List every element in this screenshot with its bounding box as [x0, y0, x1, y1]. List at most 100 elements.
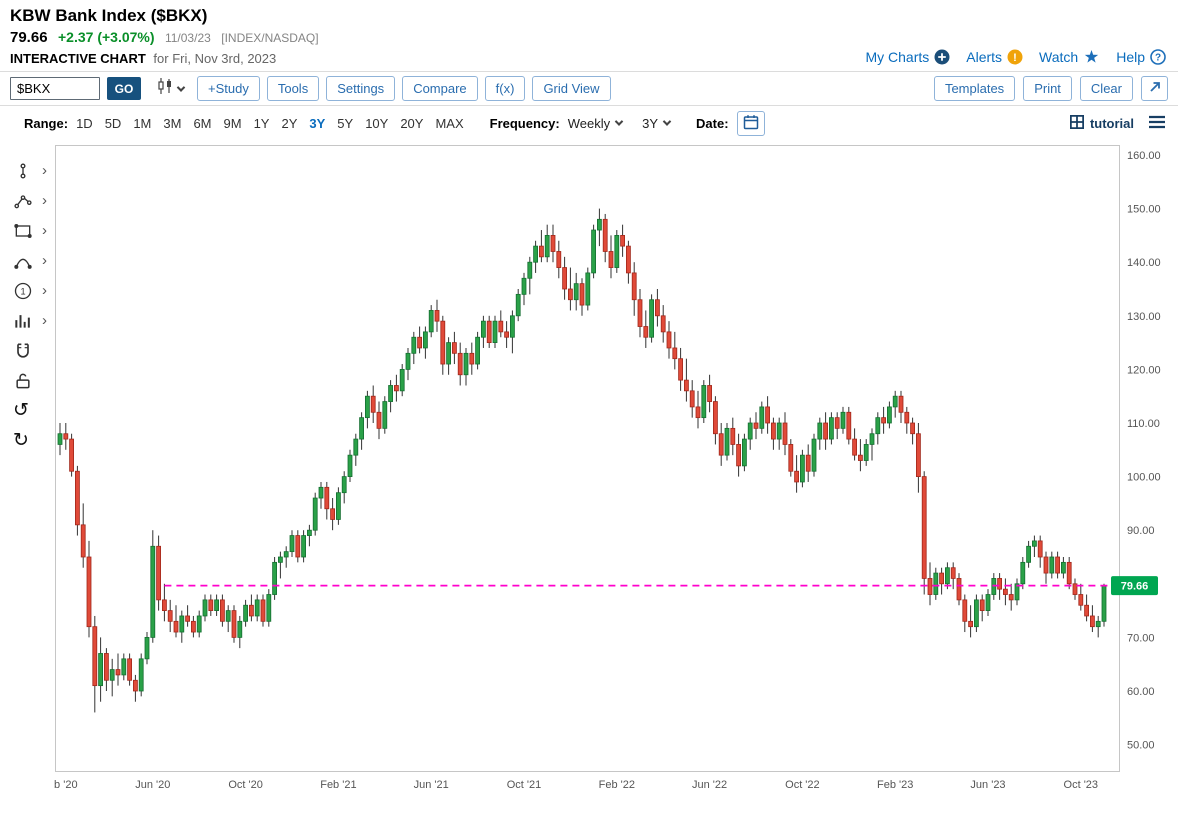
header-link-my-charts[interactable]: My Charts [865, 49, 950, 65]
chart-type-select[interactable] [156, 77, 186, 100]
range-option-9m[interactable]: 9M [223, 115, 242, 131]
plot-frame [55, 145, 1120, 772]
tutorial-label: tutorial [1089, 115, 1134, 131]
calendar-button[interactable] [736, 110, 765, 136]
line-studies-icon [13, 191, 33, 211]
y-tick-label: 60.00 [1127, 686, 1155, 698]
y-tick-label: 120.00 [1127, 364, 1161, 376]
y-tick-label: 140.00 [1127, 257, 1161, 269]
toolbar-button-f-x[interactable]: f(x) [484, 76, 526, 101]
shapes-icon [13, 221, 33, 241]
svg-text:?: ? [1155, 53, 1161, 64]
menu-button[interactable] [1148, 115, 1166, 132]
toolbar-button-templates[interactable]: Templates [933, 76, 1016, 101]
range-options: 1D 5D 1M 3M 6M 9M 1Y 2Y 3Y 5Y 10Y 20Y MAX [76, 116, 464, 131]
x-tick-label: Feb '22 [599, 779, 635, 791]
tool-numbered-notes[interactable]: 1 › [6, 276, 50, 306]
x-tick-label: Oct '21 [507, 779, 542, 791]
header-link-label: My Charts [865, 49, 930, 65]
header-link-watch[interactable]: Watch [1039, 49, 1100, 65]
frequency-select[interactable]: Weekly [567, 115, 624, 131]
tool-undo[interactable]: ↺ [6, 396, 50, 426]
header-link-label: Alerts [966, 49, 1003, 65]
last-price: 79.66 [10, 29, 48, 46]
symbol-input[interactable] [10, 77, 100, 100]
quote-row: 79.66 +2.37 (+3.07%) 11/03/23 [INDEX/NAS… [10, 29, 319, 47]
toolbar-button-study[interactable]: +Study [197, 76, 260, 101]
magnet-icon [13, 341, 33, 361]
header-link-help[interactable]: Help? [1116, 49, 1166, 65]
tool-redo[interactable]: ↻ [6, 426, 50, 456]
chart-caption: INTERACTIVE CHART for Fri, Nov 3rd, 2023 [10, 51, 276, 66]
range-option-5y[interactable]: 5Y [337, 115, 354, 131]
x-tick-label: Feb '21 [320, 779, 356, 791]
y-tick-label: 90.00 [1127, 525, 1155, 537]
header-link-label: Help [1116, 49, 1145, 65]
toolbar-button-compare[interactable]: Compare [402, 76, 478, 101]
range-option-3y[interactable]: 3Y [309, 115, 326, 131]
range-option-1m[interactable]: 1M [133, 115, 152, 131]
toolbar-right-buttons: Templates Print Clear [933, 76, 1133, 101]
chevron-down-icon [662, 117, 672, 126]
tool-unlock[interactable] [6, 366, 50, 396]
range-option-5d[interactable]: 5D [104, 115, 122, 131]
calendar-icon [743, 114, 759, 133]
popout-button[interactable] [1141, 76, 1168, 101]
range-option-10y[interactable]: 10Y [365, 115, 389, 131]
plus-circle-icon [934, 49, 950, 65]
arcs-icon [13, 251, 33, 271]
grid-icon [1069, 114, 1084, 132]
svg-text:79.66: 79.66 [1121, 581, 1149, 593]
chart-area: › › › › 1 › › ↺ ↻ 160.00 150.00 140.00 130.00 120.00… [0, 140, 1178, 818]
toolbar-button-settings[interactable]: Settings [326, 76, 396, 101]
toolbar-button-print[interactable]: Print [1023, 76, 1072, 101]
toolbar-button-tools[interactable]: Tools [266, 76, 320, 101]
range-option-6m[interactable]: 6M [193, 115, 212, 131]
y-axis-labels: 160.00 150.00 140.00 130.00 120.00 110.00 100.… [1127, 150, 1161, 752]
range-option-20y[interactable]: 20Y [400, 115, 424, 131]
range-option-1d[interactable]: 1D [76, 115, 93, 131]
range-bar: Range: 1D 5D 1M 3M 6M 9M 1Y 2Y 3Y 5Y 10Y 20Y MAX Fre… [0, 107, 1178, 139]
range-option-3m[interactable]: 3M [163, 115, 182, 131]
question-circle-icon: ? [1150, 49, 1166, 65]
y-tick-label: 50.00 [1127, 740, 1155, 752]
range-option-1y[interactable]: 1Y [253, 115, 270, 131]
range-option-2y[interactable]: 2Y [281, 115, 298, 131]
x-tick-label: Oct '23 [1064, 779, 1099, 791]
chevron-down-icon [614, 117, 624, 126]
header-link-alerts[interactable]: Alerts! [966, 49, 1023, 65]
svg-text:!: ! [1013, 52, 1017, 64]
period-select[interactable]: 3Y [642, 116, 672, 131]
chevron-down-icon [176, 82, 186, 92]
numbered-notes-icon: 1 [13, 281, 33, 301]
tool-magnet[interactable] [6, 336, 50, 366]
toolbar-button-grid-view[interactable]: Grid View [532, 76, 611, 101]
tool-annotation[interactable]: › [6, 156, 50, 186]
tool-shapes[interactable]: › [6, 216, 50, 246]
frequency-value: Weekly [567, 115, 611, 131]
y-tick-label: 130.00 [1127, 311, 1161, 323]
y-tick-label: 150.00 [1127, 204, 1161, 216]
candles [57, 208, 1107, 713]
x-tick-label: Jun '23 [970, 779, 1005, 791]
go-button[interactable]: GO [107, 77, 141, 100]
x-tick-label: Jun '22 [692, 779, 727, 791]
tool-arcs[interactable]: › [6, 246, 50, 276]
tool-symbols[interactable]: › [6, 306, 50, 336]
x-tick-label: Jun '21 [414, 779, 449, 791]
x-tick-label: Oct '20 [228, 779, 263, 791]
price-chart[interactable]: 160.00 150.00 140.00 130.00 120.00 110.00 100.… [54, 145, 1175, 805]
unlock-icon [13, 371, 33, 391]
tool-line-studies[interactable]: › [6, 186, 50, 216]
last-price-badge: 79.66 [1111, 576, 1158, 596]
undo-icon: ↺ [13, 399, 29, 421]
toolbar-button-clear[interactable]: Clear [1079, 76, 1133, 101]
y-tick-label: 100.00 [1127, 472, 1161, 484]
submenu-chevron-icon: › [42, 311, 47, 329]
drawing-toolbar: › › › › 1 › › ↺ ↻ [6, 156, 50, 456]
tutorial-link[interactable]: tutorial [1069, 114, 1134, 132]
range-option-max[interactable]: MAX [435, 115, 464, 131]
header-links: My Charts Alerts! Watch Help? [865, 49, 1166, 65]
range-label: Range: [24, 115, 69, 131]
